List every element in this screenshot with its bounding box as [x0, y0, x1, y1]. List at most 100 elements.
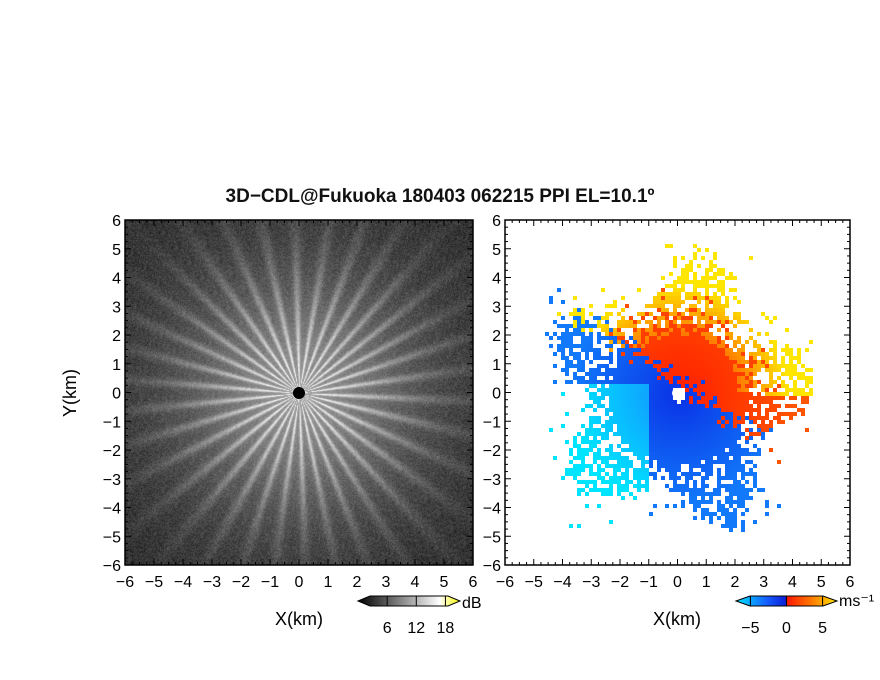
velocity-pixel	[589, 488, 593, 492]
velocity-pixel	[625, 428, 629, 432]
velocity-pixel	[645, 444, 649, 448]
velocity-pixel	[677, 304, 681, 308]
velocity-pixel	[637, 452, 641, 456]
velocity-pixel	[717, 312, 721, 316]
velocity-pixel	[685, 420, 689, 424]
velocity-pixel	[585, 348, 589, 352]
velocity-pixel	[581, 360, 585, 364]
velocity-pixel	[625, 468, 629, 472]
velocity-pixel	[589, 312, 593, 316]
velocity-pixel	[677, 372, 681, 376]
velocity-pixel	[725, 368, 729, 372]
velocity-pixel	[613, 336, 617, 340]
velocity-pixel	[705, 476, 709, 480]
velocity-pixel	[697, 336, 701, 340]
velocity-pixel	[749, 360, 753, 364]
velocity-pixel	[669, 388, 673, 392]
velocity-pixel	[741, 500, 745, 504]
velocity-pixel	[585, 380, 589, 384]
velocity-pixel	[597, 388, 601, 392]
velocity-pixel	[745, 404, 749, 408]
velocity-pixel	[709, 368, 713, 372]
velocity-pixel	[629, 396, 633, 400]
velocity-pixel	[613, 408, 617, 412]
velocity-pixel	[717, 288, 721, 292]
velocity-pixel	[785, 404, 789, 408]
velocity-pixel	[689, 332, 693, 336]
velocity-pixel	[709, 396, 713, 400]
velocity-pixel	[717, 300, 721, 304]
velocity-pixel	[809, 388, 813, 392]
velocity-pixel	[729, 336, 733, 340]
velocity-pixel	[805, 380, 809, 384]
velocity-pixel	[721, 404, 725, 408]
velocity-pixel	[561, 392, 565, 396]
velocity-pixel	[673, 256, 677, 260]
velocity-pixel	[749, 368, 753, 372]
velocity-pixel	[661, 308, 665, 312]
velocity-pixel	[753, 396, 757, 400]
velocity-pixel	[677, 440, 681, 444]
velocity-pixel	[641, 444, 645, 448]
velocity-pixel	[697, 360, 701, 364]
velocity-pixel	[677, 376, 681, 380]
velocity-pixel	[673, 404, 677, 408]
velocity-pixel	[797, 392, 801, 396]
velocity-pixel	[661, 364, 665, 368]
velocity-pixel	[797, 372, 801, 376]
velocity-pixel	[653, 504, 657, 508]
velocity-pixel	[677, 280, 681, 284]
velocity-pixel	[809, 380, 813, 384]
velocity-pixel	[737, 416, 741, 420]
velocity-pixel	[673, 460, 677, 464]
velocity-pixel	[613, 376, 617, 380]
velocity-pixel	[737, 388, 741, 392]
velocity-pixel	[641, 408, 645, 412]
velocity-pixel	[649, 436, 653, 440]
velocity-pixel	[581, 468, 585, 472]
velocity-pixel	[621, 476, 625, 480]
velocity-pixel	[577, 364, 581, 368]
velocity-pixel	[617, 424, 621, 428]
velocity-pixel	[777, 416, 781, 420]
velocity-pixel	[633, 348, 637, 352]
velocity-pixel	[753, 368, 757, 372]
velocity-pixel	[725, 392, 729, 396]
velocity-pixel	[609, 380, 613, 384]
velocity-pixel	[589, 448, 593, 452]
velocity-pixel	[653, 352, 657, 356]
velocity-pixel	[709, 352, 713, 356]
velocity-pixel	[713, 452, 717, 456]
velocity-pixel	[681, 504, 685, 508]
velocity-pixel	[749, 336, 753, 340]
velocity-pixel	[693, 348, 697, 352]
velocity-pixel	[737, 504, 741, 508]
velocity-pixel	[629, 360, 633, 364]
velocity-pixel	[621, 460, 625, 464]
velocity-pixel	[561, 344, 565, 348]
velocity-pixel	[657, 332, 661, 336]
velocity-pixel	[669, 476, 673, 480]
velocity-pixel	[705, 396, 709, 400]
velocity-pixel	[573, 356, 577, 360]
velocity-pixel	[585, 320, 589, 324]
velocity-pixel	[665, 284, 669, 288]
velocity-pixel	[713, 292, 717, 296]
velocity-pixel	[561, 332, 565, 336]
velocity-pixel	[761, 416, 765, 420]
velocity-pixel	[585, 436, 589, 440]
velocity-pixel	[589, 332, 593, 336]
velocity-pixel	[605, 332, 609, 336]
velocity-pixel	[749, 392, 753, 396]
velocity-pixel	[685, 444, 689, 448]
velocity-pixel	[777, 384, 781, 388]
velocity-pixel	[665, 292, 669, 296]
velocity-pixel	[705, 424, 709, 428]
velocity-pixel	[725, 420, 729, 424]
velocity-pixel	[561, 336, 565, 340]
velocity-pixel	[585, 356, 589, 360]
velocity-pixel	[773, 416, 777, 420]
velocity-pixel	[741, 384, 745, 388]
velocity-pixel	[717, 452, 721, 456]
velocity-pixel	[677, 428, 681, 432]
